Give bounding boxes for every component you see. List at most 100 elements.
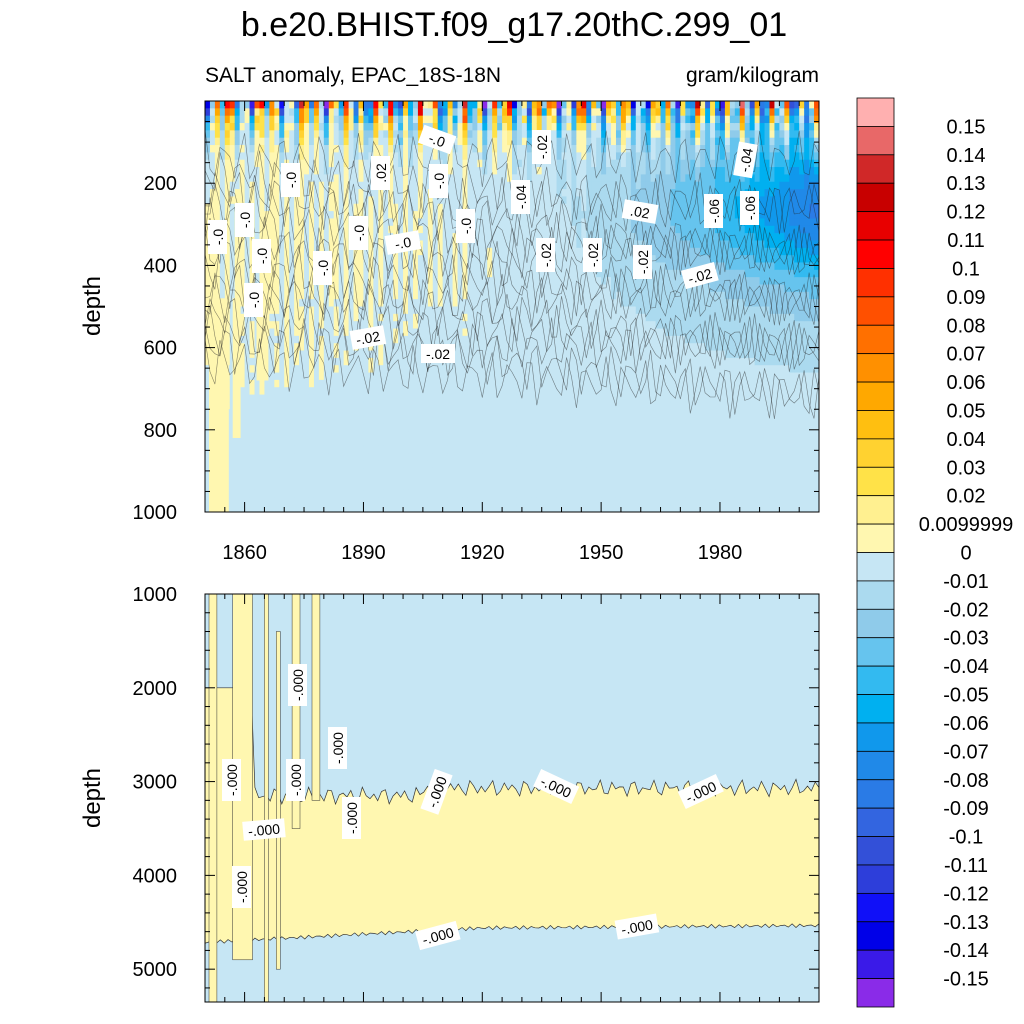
upper-cell (373, 225, 379, 234)
upper-cell (348, 159, 355, 168)
upper-cell (269, 225, 275, 234)
upper-cell (378, 196, 384, 205)
upper-cell (606, 167, 612, 175)
upper-cell (596, 130, 602, 139)
upper-cell (393, 189, 399, 198)
upper-cell (323, 211, 330, 220)
upper-cell (541, 335, 548, 344)
upper-cell (383, 313, 389, 322)
upper-cell (536, 269, 543, 278)
upper-cell (576, 321, 582, 330)
upper-cell (591, 225, 597, 234)
upper-cell (417, 438, 424, 447)
upper-cell (338, 233, 345, 242)
upper-cell (358, 357, 365, 366)
upper-cell (299, 438, 305, 447)
upper-cell (521, 357, 528, 366)
upper-cell (452, 394, 459, 403)
upper-cell (497, 255, 503, 264)
upper-cell (502, 335, 508, 344)
upper-cell (516, 137, 523, 146)
upper-cell (304, 108, 310, 117)
upper-cell (516, 152, 523, 161)
upper-cell (521, 438, 528, 447)
upper-cell (635, 284, 642, 293)
upper-cell (571, 475, 577, 484)
upper-cell (328, 401, 335, 410)
upper-cell (388, 152, 394, 161)
upper-cell (318, 101, 325, 109)
upper-cell (388, 475, 394, 484)
upper-cell (408, 130, 414, 139)
upper-cell (412, 123, 419, 131)
upper-cell (487, 328, 493, 337)
upper-cell (393, 379, 399, 388)
upper-cell (556, 284, 563, 293)
upper-cell (516, 306, 523, 315)
upper-cell (313, 115, 320, 124)
upper-cell (442, 416, 449, 425)
upper-cell (531, 387, 538, 396)
upper-cell (536, 416, 543, 425)
upper-cell (541, 299, 548, 308)
upper-cell (279, 504, 285, 512)
upper-cell (214, 255, 221, 264)
upper-cell (611, 387, 617, 396)
upper-cell (279, 145, 285, 153)
upper-cell (457, 497, 464, 506)
upper-cell (586, 108, 592, 117)
upper-cell (442, 218, 449, 227)
upper-cell (635, 123, 642, 131)
upper-cell (427, 255, 434, 264)
upper-cell (249, 423, 256, 432)
upper-cell (536, 218, 543, 227)
upper-cell (462, 431, 469, 440)
upper-cell (368, 306, 374, 315)
upper-cell (403, 218, 409, 227)
upper-cell (606, 328, 612, 337)
upper-cell (462, 174, 469, 183)
upper-cell (348, 306, 355, 315)
upper-cell (363, 277, 369, 286)
upper-cell (417, 269, 424, 278)
upper-cell (358, 137, 365, 146)
upper-cell (205, 123, 211, 131)
upper-cell (482, 196, 488, 205)
upper-cell (214, 211, 221, 220)
upper-cell (284, 489, 290, 498)
upper-cell (635, 438, 642, 447)
upper-cell (214, 189, 221, 198)
upper-cell (338, 453, 345, 462)
upper-cell (546, 409, 553, 418)
upper-cell (308, 379, 315, 388)
upper-cell (512, 409, 518, 418)
upper-cell (497, 372, 503, 381)
upper-cell (403, 108, 409, 117)
upper-cell (620, 321, 627, 330)
upper-cell (368, 453, 374, 462)
upper-cell (343, 196, 350, 205)
upper-cell (625, 225, 632, 234)
upper-cell (482, 423, 488, 432)
upper-cell (229, 108, 236, 117)
upper-cell (526, 489, 533, 498)
upper-cell (551, 431, 558, 440)
upper-cell (403, 137, 409, 146)
upper-cell (412, 372, 419, 381)
upper-cell (398, 365, 404, 374)
upper-cell (487, 357, 493, 366)
upper-cell (556, 277, 563, 286)
upper-cell (586, 438, 592, 447)
upper-cell (343, 423, 350, 432)
upper-cell (388, 306, 394, 315)
upper-cell (408, 335, 414, 344)
upper-cell (259, 482, 266, 491)
upper-cell (502, 152, 508, 161)
upper-cell (447, 284, 454, 293)
upper-cell (551, 211, 558, 220)
upper-cell (566, 277, 573, 286)
upper-cell (576, 401, 582, 410)
upper-cell (417, 284, 424, 293)
upper-cell (442, 225, 449, 234)
upper-cell (606, 269, 612, 278)
